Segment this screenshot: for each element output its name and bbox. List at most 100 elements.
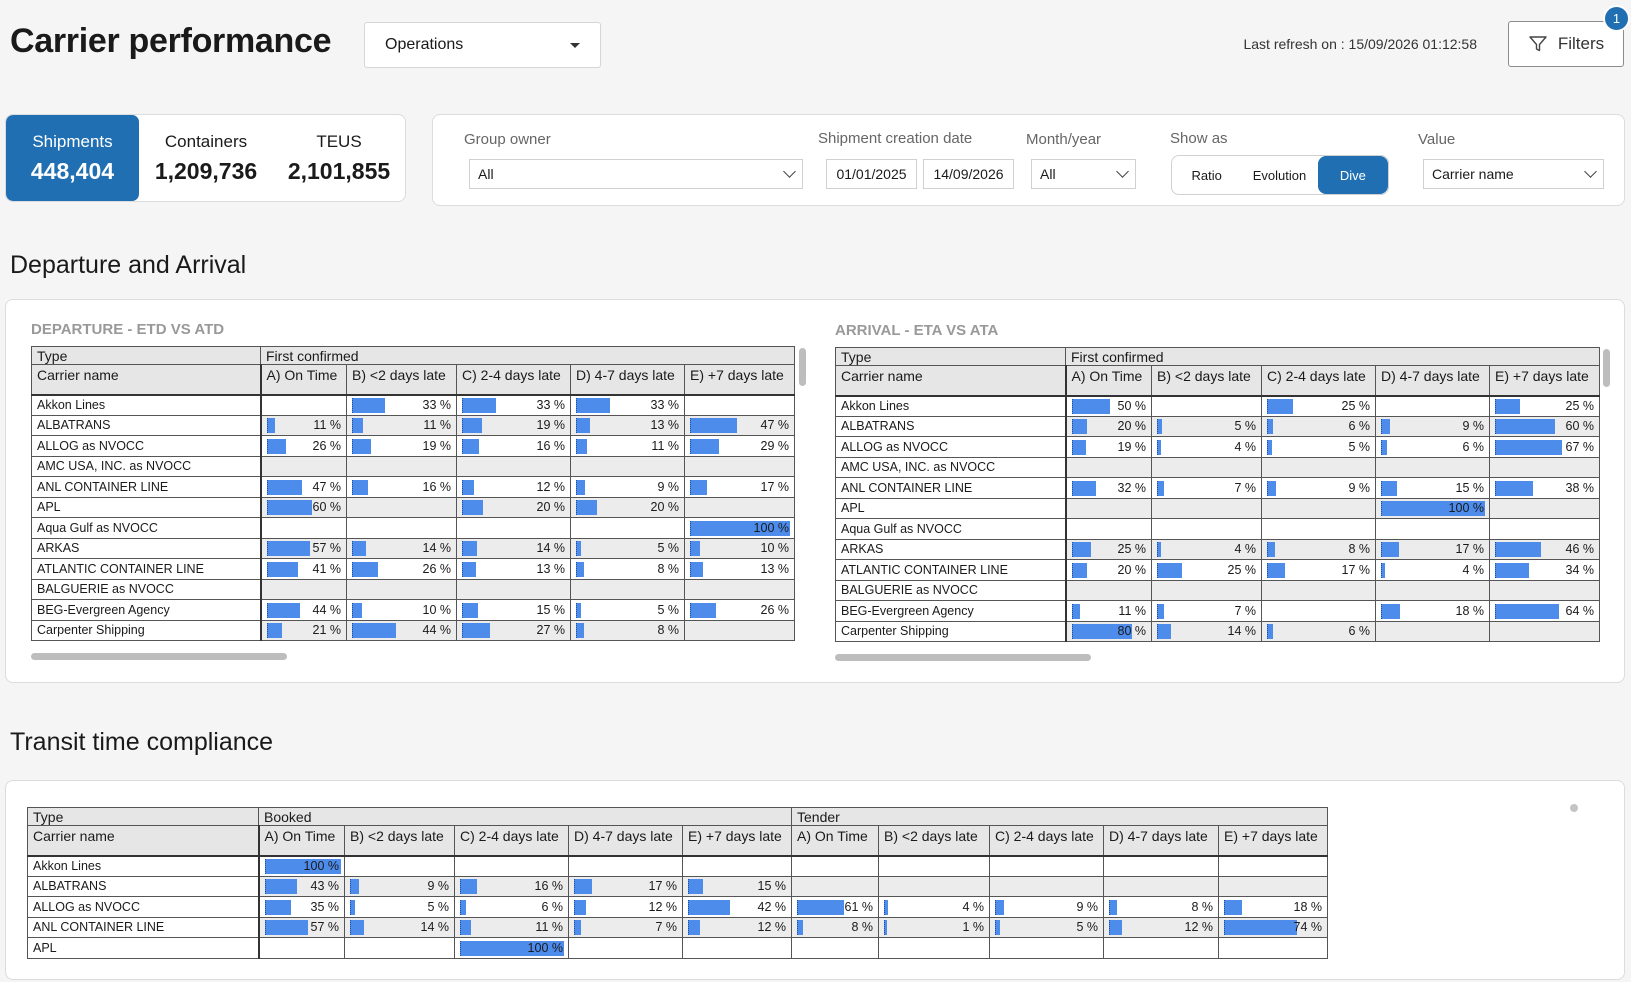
data-bar [995,920,1001,936]
data-bar [576,541,582,557]
column-header[interactable]: A) On Time [258,825,345,857]
value-cell: 12 % [568,896,683,918]
table-row[interactable]: APL 100 % [27,937,1328,959]
table-row[interactable]: BEG-Evergreen Agency 11 % 7 % 18 % 64 % [835,600,1600,622]
table-row[interactable]: ALLOG as NVOCC 19 % 4 % 5 % 6 % 67 % [835,436,1600,458]
carrier-name: Akkon Lines [31,394,262,416]
value-cell [568,855,683,877]
show-as-dive[interactable]: Dive [1317,156,1388,194]
column-header[interactable]: D) 4-7 days late [1103,825,1219,857]
value-cell: 8 % [791,916,879,938]
column-header[interactable]: B) <2 days late [878,825,990,857]
table-row[interactable]: Akkon Lines 100 % [27,855,1328,877]
table-row[interactable]: APL 100 % [835,497,1600,519]
more-options-icon[interactable] [1570,804,1578,812]
column-header[interactable]: C) 2-4 days late [989,825,1104,857]
value-cell [1218,875,1328,897]
date-to-input[interactable]: 14/09/2026 [923,159,1014,189]
data-bar [1109,920,1122,936]
departure-horizontal-scrollbar[interactable] [31,653,287,660]
kpi-label: Containers [164,131,248,151]
column-header[interactable]: E) +7 days late [684,364,795,396]
value-cell [346,578,457,600]
arrival-horizontal-scrollbar[interactable] [835,654,1091,661]
percent-label: 26 % [760,602,790,617]
carrier-name: APL [31,496,262,518]
column-header[interactable]: C) 2-4 days late [456,364,571,396]
column-header[interactable]: E) +7 days late [1218,825,1328,857]
column-header[interactable]: C) 2-4 days late [1261,365,1376,397]
table-row[interactable]: ANL CONTAINER LINE 47 % 16 % 12 % 9 % 17 % [31,476,795,498]
carrier-name-header[interactable]: Carrier name [31,364,262,396]
kpi-containers[interactable]: Containers 1,209,736 [139,115,273,201]
date-from-input[interactable]: 01/01/2025 [826,159,917,189]
table-row[interactable]: BALGUERIE as NVOCC [31,578,795,600]
value-cell: 11 % [570,435,685,457]
table-row[interactable]: Akkon Lines 50 % 25 % 25 % [835,395,1600,417]
percent-label: 44 % [312,602,342,617]
value-cell: 25 % [1151,559,1262,581]
table-row[interactable]: ATLANTIC CONTAINER LINE 41 % 26 % 13 % 8 % 13… [31,558,795,580]
table-row[interactable]: APL 60 % 20 % 20 % [31,496,795,518]
table-row[interactable]: ALBATRANS 20 % 5 % 6 % 9 % 60 % [835,415,1600,437]
percent-label: 9 % [1348,480,1370,495]
carrier-name-header[interactable]: Carrier name [27,825,260,857]
table-row[interactable]: Carpenter Shipping 21 % 44 % 27 % 8 % [31,619,795,641]
table-row[interactable]: BEG-Evergreen Agency 44 % 10 % 15 % 5 % 26 % [31,599,795,621]
carrier-name-header[interactable]: Carrier name [835,365,1067,397]
column-header[interactable]: D) 4-7 days late [570,364,685,396]
table-row[interactable]: ANL CONTAINER LINE 32 % 7 % 9 % 15 % 38 % [835,477,1600,499]
percent-label: 16 % [422,479,452,494]
value-cell: 100 % [258,855,345,877]
value-select[interactable]: Carrier name [1423,159,1604,189]
carrier-name: Carpenter Shipping [31,619,262,641]
table-row[interactable]: AMC USA, INC. as NVOCC [835,456,1600,478]
table-row[interactable]: ARKAS 25 % 4 % 8 % 17 % 46 % [835,538,1600,560]
month-select[interactable]: All [1031,159,1136,189]
table-row[interactable]: AMC USA, INC. as NVOCC [31,455,795,477]
kpi-shipments[interactable]: Shipments 448,404 [6,115,139,201]
table-row[interactable]: ATLANTIC CONTAINER LINE 20 % 25 % 17 % 4 % 34… [835,559,1600,581]
value-cell: 33 % [456,394,571,416]
column-header[interactable]: C) 2-4 days late [454,825,569,857]
column-header[interactable]: A) On Time [260,364,347,396]
column-header[interactable]: E) +7 days late [682,825,792,857]
data-bar [1381,419,1391,435]
column-header[interactable]: D) 4-7 days late [568,825,683,857]
arrival-vertical-scrollbar[interactable] [1603,349,1610,387]
table-row[interactable]: Akkon Lines 33 % 33 % 33 % [31,394,795,416]
table-row[interactable]: Aqua Gulf as NVOCC 100 % [31,517,795,539]
column-header[interactable]: D) 4-7 days late [1375,365,1490,397]
column-header[interactable]: B) <2 days late [344,825,455,857]
value-cell: 74 % [1218,916,1328,938]
percent-label: 11 % [423,418,451,433]
column-header[interactable]: A) On Time [1065,365,1152,397]
view-select[interactable]: Operations [364,22,601,68]
table-row[interactable]: BALGUERIE as NVOCC [835,579,1600,601]
table-row[interactable]: ANL CONTAINER LINE 57 % 14 % 11 % 7 % 12 % 8 %… [27,916,1328,938]
table-row[interactable]: ARKAS 57 % 14 % 14 % 5 % 10 % [31,537,795,559]
column-header[interactable]: B) <2 days late [1151,365,1262,397]
percent-label: 15 % [757,879,787,894]
transit-panel: Type Booked Tender Carrier name A) On Time B)… [5,780,1625,980]
filter-bar: Group owner All Shipment creation date 0… [432,114,1625,206]
table-row[interactable]: Aqua Gulf as NVOCC [835,518,1600,540]
table-row[interactable]: ALBATRANS 43 % 9 % 16 % 17 % 15 % [27,875,1328,897]
percent-label: 10 % [422,602,452,617]
value-cell: 32 % [1065,477,1152,499]
table-row[interactable]: ALLOG as NVOCC 35 % 5 % 6 % 12 % 42 % 61 % 4 % 9… [27,896,1328,918]
group-owner-select[interactable]: All [469,159,803,189]
value-cell: 14 % [456,537,571,559]
show-as-evolution[interactable]: Evolution [1252,167,1307,183]
filters-button[interactable]: Filters [1508,21,1624,67]
table-row[interactable]: ALLOG as NVOCC 26 % 19 % 16 % 11 % 29 % [31,435,795,457]
table-row[interactable]: ALBATRANS 11 % 11 % 19 % 13 % 47 % [31,414,795,436]
column-header[interactable]: B) <2 days late [346,364,457,396]
table-row[interactable]: Carpenter Shipping 80 % 14 % 6 % [835,620,1600,642]
show-as-ratio[interactable]: Ratio [1191,167,1222,183]
kpi-teus[interactable]: TEUS 2,101,855 [273,115,405,201]
column-header[interactable]: A) On Time [791,825,879,857]
departure-vertical-scrollbar[interactable] [799,348,806,386]
data-bar [1495,439,1562,455]
column-header[interactable]: E) +7 days late [1489,365,1600,397]
